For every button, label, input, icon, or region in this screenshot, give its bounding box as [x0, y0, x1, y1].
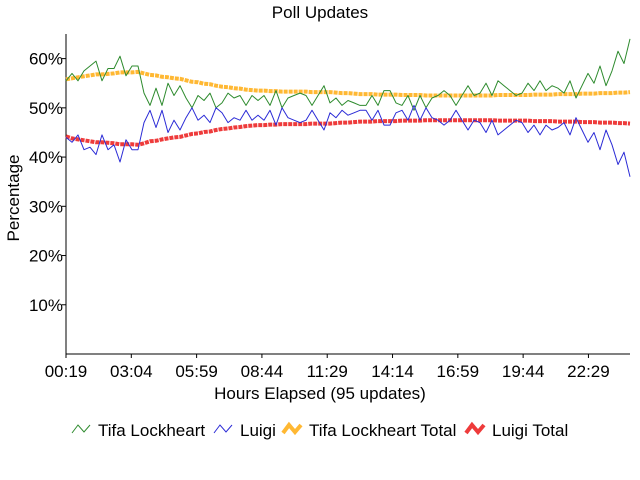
- x-axis-ticks: 00:19 03:04 05:59 08:44 11:29 14:14 16:59 19:44…: [45, 354, 610, 381]
- legend-label-luigi: Luigi: [240, 421, 276, 440]
- y-tick-label: 20%: [29, 247, 63, 266]
- legend-swatch-luigi-total: [464, 421, 486, 436]
- legend-swatch-tifa-lockheart: [71, 424, 91, 434]
- y-tick-label: 60%: [29, 50, 63, 69]
- series-layer: [65, 38, 631, 177]
- y-tick-label: 50%: [29, 99, 63, 118]
- legend-label-tifa-lockheart-total: Tifa Lockheart Total: [309, 421, 456, 440]
- series-line-luigi: [65, 104, 631, 177]
- x-tick-label: 14:14: [371, 362, 414, 381]
- y-tick-label: 40%: [29, 148, 63, 167]
- series-line-tifa-lockheart: [65, 38, 631, 111]
- y-tick-label: 30%: [29, 197, 63, 216]
- x-tick-label: 00:19: [45, 362, 88, 381]
- legend-swatch-luigi: [213, 424, 233, 434]
- x-tick-label: 16:59: [437, 362, 480, 381]
- chart-title: Poll Updates: [272, 3, 368, 22]
- legend-swatch-tifa-lockheart-total: [281, 421, 303, 436]
- legend-label-luigi-total: Luigi Total: [492, 421, 568, 440]
- x-tick-label: 08:44: [241, 362, 284, 381]
- x-tick-label: 11:29: [307, 362, 348, 381]
- y-tick-label: 10%: [29, 296, 63, 315]
- series-line-luigi-total: [65, 118, 631, 147]
- series-line-tifa-lockheart-total: [65, 69, 631, 98]
- legend-label-tifa-lockheart: Tifa Lockheart: [98, 421, 205, 440]
- x-tick-label: 03:04: [110, 362, 153, 381]
- y-axis-label: Percentage: [4, 155, 23, 242]
- x-tick-label: 19:44: [502, 362, 545, 381]
- legend: Tifa Lockheart Luigi Tifa Lockheart Total L…: [71, 421, 568, 440]
- x-tick-label: 05:59: [175, 362, 218, 381]
- x-tick-label: 22:29: [567, 362, 610, 381]
- y-axis-ticks: 10% 20% 30% 40% 50% 60%: [29, 50, 66, 315]
- x-axis-label: Hours Elapsed (95 updates): [214, 384, 426, 403]
